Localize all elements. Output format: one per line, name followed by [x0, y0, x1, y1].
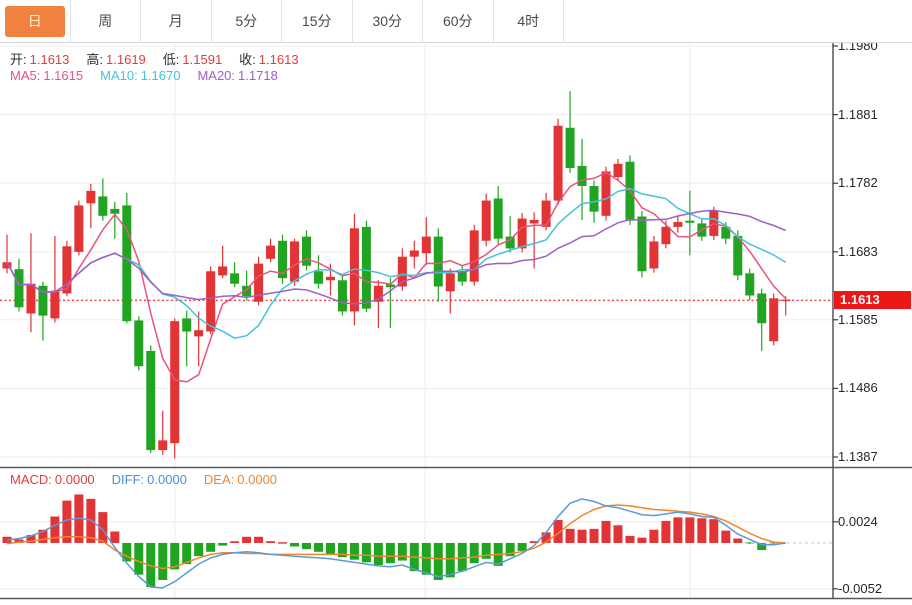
legend-label: 低: — [162, 52, 180, 67]
tab-周[interactable]: 周 — [71, 0, 141, 42]
legend-value: 0.0000 — [54, 472, 95, 487]
legend-label: 收: — [239, 52, 256, 67]
axis-tick-label: 1.1881 — [838, 106, 878, 122]
legend-label: 高: — [86, 52, 104, 67]
tab-60分[interactable]: 60分 — [423, 0, 494, 42]
legend-value: 0.0000 — [237, 472, 278, 487]
tab-label: 4时 — [517, 13, 540, 29]
axis-tick-label: 1.1486 — [838, 380, 878, 396]
axis-tick-label: 1.1782 — [838, 175, 878, 191]
tab-5分[interactable]: 5分 — [212, 0, 282, 42]
tab-15分[interactable]: 15分 — [282, 0, 353, 42]
ma-legend: MA5: 1.1615 MA10: 1.1670 MA20: 1.1718 — [10, 68, 295, 83]
legend-label: MA10: — [100, 68, 138, 83]
tab-label: 日 — [27, 13, 42, 29]
legend-value: 1.1613 — [258, 52, 299, 67]
legend-value: 1.1591 — [182, 52, 223, 67]
legend-item: DIFF: 0.0000 — [112, 472, 190, 487]
active-tab-highlight — [5, 6, 65, 37]
axis-tick-label: 0.0024 — [838, 513, 878, 529]
legend-value: 1.1619 — [106, 52, 146, 67]
axis-tick-label: 1.1683 — [838, 243, 878, 259]
axis-tick-label: 1.1585 — [838, 311, 878, 327]
diff-line — [6, 498, 786, 589]
legend-value: 0.0000 — [147, 472, 187, 487]
legend-label: DIFF: — [111, 472, 145, 487]
legend-item: 高: 1.1619 — [86, 49, 148, 68]
ma5-line — [6, 171, 787, 383]
legend-item: MACD: 0.0000 — [10, 472, 98, 487]
legend-item: 收: 1.1613 — [239, 49, 301, 68]
axis-tick-label: 1.1387 — [838, 449, 878, 464]
legend-label: 开: — [10, 52, 27, 67]
candles — [2, 91, 791, 459]
axis-tick-label: -0.0052 — [838, 580, 883, 596]
legend-label: DEA: — [203, 472, 235, 487]
legend-label: MA20: — [197, 68, 236, 83]
tab-月[interactable]: 月 — [141, 0, 212, 42]
ohlc-legend: 开: 1.1613 高: 1.1619 低: 1.1591 收: 1.1613 — [10, 49, 316, 68]
current-price-badge: 1.1613 — [834, 291, 911, 310]
tab-30分[interactable]: 30分 — [353, 0, 423, 42]
tab-label: 月 — [168, 13, 183, 29]
ma10-line — [6, 187, 787, 339]
axis-frame — [0, 43, 912, 600]
tab-日[interactable]: 日 — [0, 0, 71, 42]
legend-value: 1.1670 — [140, 68, 181, 83]
legend-item: MA5: 1.1615 — [10, 68, 86, 83]
tab-label: 5分 — [235, 13, 258, 29]
legend-item: 低: 1.1591 — [163, 49, 225, 68]
tab-label: 周 — [98, 13, 113, 29]
tab-label: 30分 — [372, 13, 403, 29]
dea-line — [6, 504, 786, 570]
tab-label: 60分 — [442, 13, 473, 29]
legend-item: 开: 1.1613 — [10, 49, 72, 68]
legend-value: 1.1718 — [238, 68, 278, 83]
macd-histogram — [2, 494, 779, 588]
macd-legend: MACD: 0.0000 DIFF: 0.0000 DEA: 0.0000 — [10, 472, 294, 487]
legend-label: MACD: — [10, 472, 52, 487]
tab-label: 15分 — [301, 13, 332, 29]
legend-item: DEA: 0.0000 — [204, 472, 280, 487]
legend-item: MA20: 1.1718 — [197, 68, 280, 83]
tab-4时[interactable]: 4时 — [494, 0, 564, 42]
legend-value: 1.1615 — [43, 68, 84, 83]
timeframe-tabs: 日 周 月 5分 15分 30分 60分 4时 — [0, 0, 912, 43]
legend-label: MA5: — [10, 68, 41, 83]
legend-value: 1.1613 — [29, 52, 70, 67]
ma20-line — [6, 209, 786, 305]
legend-item: MA10: 1.1670 — [100, 68, 183, 83]
gridlines — [0, 43, 833, 598]
